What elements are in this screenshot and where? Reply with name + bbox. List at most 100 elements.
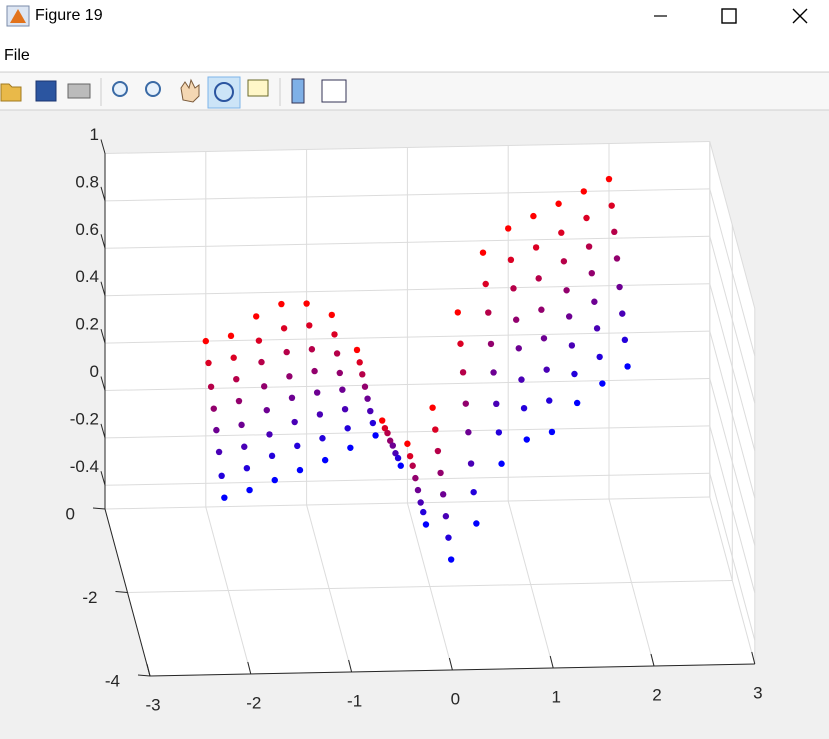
zoom-out-button[interactable] [145,81,161,97]
data-point [573,399,581,407]
y-tick [92,507,106,510]
data-point [339,386,346,393]
data-point [296,466,304,474]
data-point [271,476,278,484]
y-tick [137,674,151,677]
data-point [599,380,606,387]
grid-line [709,425,756,594]
data-point [558,229,565,236]
data-cursor-button[interactable] [247,79,269,97]
data-point [512,316,520,323]
data-point [210,405,217,412]
data-point [404,440,411,447]
data-point [445,534,452,541]
data-point [316,411,324,418]
data-point [611,228,618,236]
data-point [417,499,424,506]
data-point [294,442,301,450]
data-point [392,450,399,457]
data-point [420,508,427,516]
pan-button[interactable] [180,78,200,103]
data-point [397,462,404,469]
data-point [394,454,402,462]
data-point [583,214,590,222]
print-button[interactable] [67,83,91,99]
data-point [381,425,389,432]
data-point [616,283,623,291]
z-tick-label: 0.4 [75,267,99,286]
z-tick-label: 1 [90,125,99,144]
data-point [311,367,318,375]
close-button[interactable] [792,8,808,24]
data-point [495,429,503,436]
z-tick [100,186,106,202]
data-point [238,421,245,429]
data-point [540,335,548,342]
data-point [437,469,444,477]
x-tick-label: 2 [652,685,661,704]
data-point [336,369,343,377]
data-point [268,452,276,460]
data-point [457,340,464,347]
data-point [207,383,215,390]
data-point [260,383,268,390]
rotate-button[interactable] [207,76,241,109]
zoom-in-button[interactable] [112,81,128,97]
data-point [563,287,570,294]
y-tick-label: -2 [82,588,97,607]
open-button[interactable] [0,83,22,102]
data-point [359,371,366,378]
z-tick [100,234,106,249]
data-point [414,486,422,494]
data-point [369,419,377,427]
data-point [621,336,629,344]
window-title: Figure 19 [35,7,103,24]
data-point [255,337,263,344]
data-point [515,345,522,352]
data-point [422,521,430,528]
data-point [288,394,296,402]
legend-button[interactable] [321,79,347,103]
data-point [560,258,568,265]
data-point [246,486,253,494]
x-tick-label: -3 [145,695,160,714]
menu-item[interactable]: File [4,47,30,64]
data-point [308,346,316,353]
data-point [321,456,329,464]
data-point [278,300,285,308]
grid-line [709,283,756,451]
data-point [580,188,587,195]
app-icon [6,5,30,27]
x-tick [549,655,554,669]
x-tick-label: -1 [347,691,362,710]
data-point [213,426,220,434]
grid-line [104,472,710,486]
data-point [333,350,341,357]
z-tick-label: 0.8 [75,172,99,191]
data-point [361,383,369,390]
menu-bar [0,38,829,72]
data-point [479,249,487,256]
grid-line [104,378,710,391]
data-point [412,474,419,482]
data-point [535,275,542,282]
data-point [470,488,477,496]
z-tick-label: -0.2 [70,409,99,428]
x-tick-label: 3 [753,683,762,702]
y-tick-label: 0 [66,504,75,523]
colorbar-button[interactable] [291,78,305,104]
save-button[interactable] [35,80,57,102]
data-point [467,460,475,467]
x-tick [650,653,655,667]
data-point [367,407,374,415]
maximize-button[interactable] [721,8,737,24]
data-point [384,429,391,437]
data-point [205,359,212,367]
data-point [593,325,601,332]
data-point [221,494,228,501]
data-point [379,417,386,424]
grid-line [709,378,756,546]
z-tick [100,376,106,391]
